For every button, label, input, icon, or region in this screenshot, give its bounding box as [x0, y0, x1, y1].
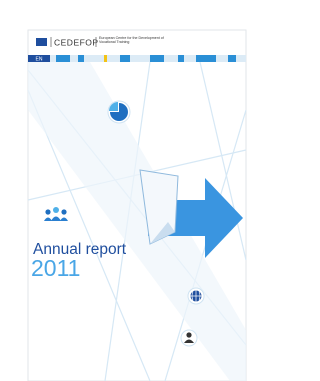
organization-wrap: European Centre for the Development of V… [99, 36, 171, 50]
cover: CEDEFOP European Centre for the Developm… [0, 0, 269, 381]
eu-flag [36, 38, 47, 46]
language: EN [36, 57, 43, 63]
cover-year: 2011 [31, 255, 80, 281]
people-icon [53, 207, 59, 213]
people-icon [45, 209, 50, 214]
organization: European Centre for the Development of V… [99, 36, 171, 45]
people-icon [61, 209, 66, 214]
logo-text: CEDEFOP [54, 38, 99, 48]
person-icon [186, 332, 191, 337]
page: CEDEFOP European Centre for the Developm… [0, 0, 269, 381]
person-icon-bg [181, 330, 197, 346]
